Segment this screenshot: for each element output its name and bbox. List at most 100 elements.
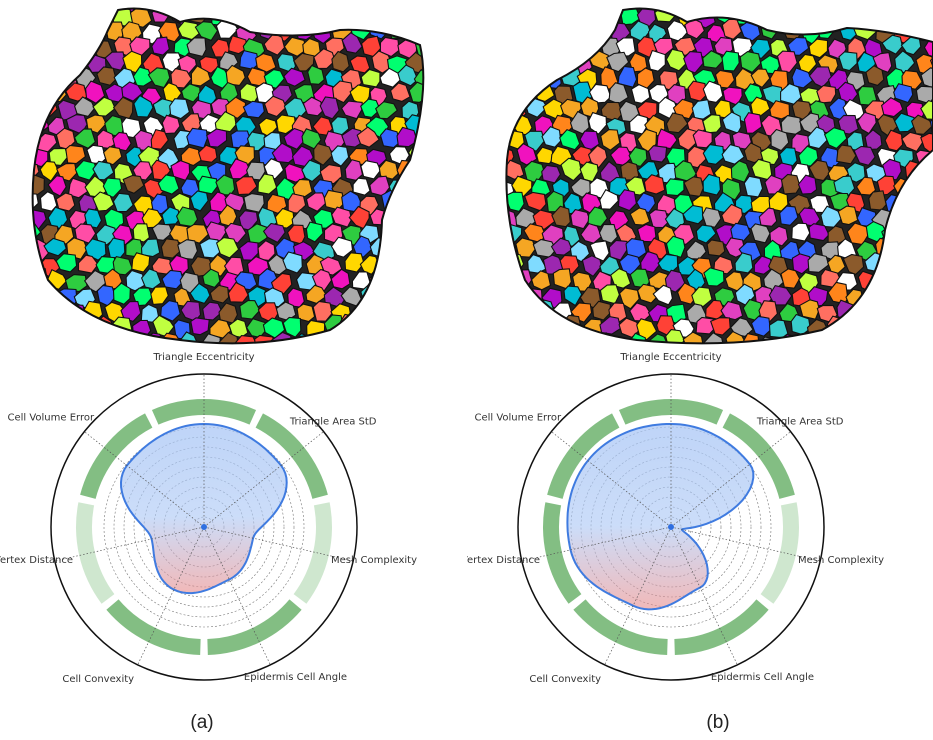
axis-label: Triangle Area StD [756,417,844,428]
mesh-cell [206,128,228,148]
mesh-cell [627,0,650,7]
mesh-cell [408,208,424,229]
mesh-cell [102,334,125,344]
mesh-cell [606,51,630,73]
mesh-cell [474,240,493,262]
mesh-cell [527,253,548,274]
mesh-cell [197,144,218,163]
mesh-cell [225,96,247,119]
mesh-cell [8,117,25,136]
mesh-cell [864,129,883,151]
mesh-cell [512,8,533,12]
mesh-cell [140,268,162,290]
mesh-cell [819,329,839,344]
mesh-cell [581,8,602,28]
mesh-cell [214,111,237,133]
mesh-cell [254,334,276,344]
mesh-cell [710,317,731,336]
mesh-cell [439,195,458,213]
mesh-cell [919,225,933,245]
mesh-cell [32,39,37,59]
mesh-cell [913,239,933,260]
mesh-cell [886,286,907,307]
mesh-cell [161,114,181,135]
mesh-cell [122,174,145,194]
mesh-cell [536,146,555,165]
mesh-cell [43,237,67,257]
mesh-cell [102,177,123,198]
mesh-cell [454,224,466,243]
mesh-cell [469,225,486,245]
quality-radar-chart: Triangle Eccentricity Triangle Area StD Me… [467,352,884,685]
mesh-cell [475,270,496,291]
mesh-cell [571,20,594,42]
mesh-cell [307,64,325,85]
mesh-cell [665,48,688,72]
mesh-cell [202,268,221,289]
mesh-cell [706,239,726,257]
mesh-cell [447,241,465,260]
mesh-cell [8,85,27,102]
mesh-cell [914,301,933,322]
mesh-cell [721,50,740,72]
mesh-cell [882,158,902,181]
mesh-cell [624,176,647,196]
mesh-cell [463,205,466,226]
center-dot [668,524,674,530]
mesh-cell [439,159,459,178]
mesh-cell [599,284,620,305]
mesh-cell [419,99,424,120]
mesh-cell [292,178,313,198]
mesh-cell [600,66,619,90]
mesh-cell [158,21,181,43]
mesh-cell [224,8,245,25]
mesh-cell [665,112,689,134]
mesh-cell [262,222,286,244]
mesh-cell [448,272,466,293]
mesh-cell [344,252,365,273]
mesh-cell [467,68,485,85]
mesh-cell [0,22,8,42]
mesh-cell [447,336,466,350]
mesh-cell [160,300,181,322]
mesh-cell [893,83,914,104]
mesh-cell [0,53,7,73]
mesh-cell [0,131,16,152]
axis-label: Triangle Eccentricity [619,352,721,363]
mesh-cell [791,253,813,275]
mesh-cell [121,117,142,139]
mesh-cell [682,204,704,225]
mesh-cell [900,223,923,244]
mesh-cell [177,54,197,74]
mesh-cell [92,191,115,212]
mesh-cell [102,146,123,166]
mesh-cell [283,67,306,87]
mesh-cell [467,8,485,30]
mesh-cell [246,131,267,152]
mesh-cell [691,99,712,120]
mesh-cell [487,130,505,151]
mesh-cell [57,8,80,29]
mesh-cell [702,80,724,103]
mesh-cell [816,85,837,104]
mesh-cell [369,8,390,10]
mesh-cell [799,299,820,320]
outer-ring [517,373,825,681]
mesh-cell [713,255,734,275]
mesh-cell [628,146,648,167]
mesh-cell [475,207,494,228]
mesh-cell [7,269,27,290]
mesh-cell [522,318,545,339]
mesh-cell [401,195,421,216]
mesh-cell [734,252,754,274]
mesh-cell [476,0,495,7]
mesh-cell [665,235,686,258]
mesh-cell [180,83,201,103]
axis-spoke [670,526,738,666]
mesh-cell [12,211,29,231]
mesh-cell [892,268,912,291]
mesh-cell [319,256,343,276]
mesh-cell [510,300,530,322]
mesh-cell [476,86,498,106]
mesh-cell [32,331,51,344]
